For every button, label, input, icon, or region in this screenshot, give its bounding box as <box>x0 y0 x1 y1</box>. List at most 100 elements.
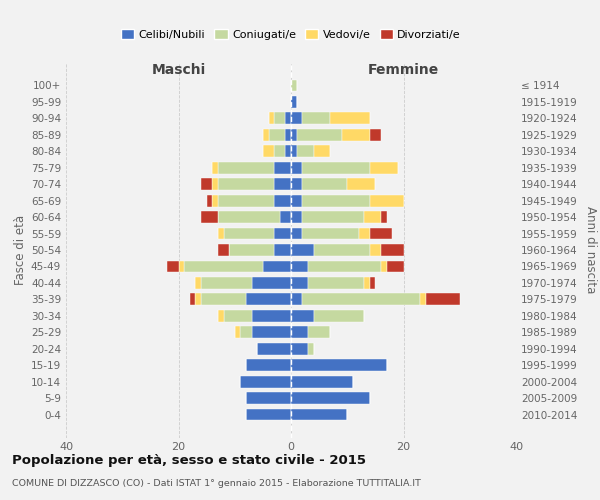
Bar <box>308 277 364 289</box>
Bar <box>286 146 291 157</box>
Bar <box>386 260 404 272</box>
Bar <box>291 211 302 223</box>
Bar <box>251 310 291 322</box>
Bar <box>201 294 246 306</box>
Bar <box>347 178 376 190</box>
Bar <box>370 162 398 173</box>
Bar <box>201 211 218 223</box>
Bar <box>296 129 341 141</box>
Bar <box>291 129 296 141</box>
Bar <box>370 277 376 289</box>
Bar <box>286 129 291 141</box>
Bar <box>274 162 291 173</box>
Bar <box>235 326 241 338</box>
Bar <box>241 326 251 338</box>
Bar <box>263 129 269 141</box>
Bar <box>331 112 370 124</box>
Bar <box>223 228 274 239</box>
Bar <box>302 211 364 223</box>
Bar <box>291 112 302 124</box>
Bar <box>201 277 251 289</box>
Bar <box>218 310 223 322</box>
Bar <box>246 359 291 371</box>
Bar <box>291 244 314 256</box>
Bar <box>218 194 274 206</box>
Bar <box>184 260 263 272</box>
Bar <box>291 376 353 388</box>
Bar <box>212 178 218 190</box>
Bar <box>291 310 314 322</box>
Bar <box>291 96 296 108</box>
Bar <box>291 326 308 338</box>
Bar <box>218 228 223 239</box>
Bar <box>269 129 286 141</box>
Bar <box>291 343 308 354</box>
Bar <box>314 146 331 157</box>
Text: Maschi: Maschi <box>151 63 206 77</box>
Bar <box>196 294 201 306</box>
Text: Popolazione per età, sesso e stato civile - 2015: Popolazione per età, sesso e stato civil… <box>12 454 366 467</box>
Bar <box>274 228 291 239</box>
Bar <box>302 112 331 124</box>
Bar <box>381 211 386 223</box>
Bar <box>212 194 218 206</box>
Y-axis label: Anni di nascita: Anni di nascita <box>584 206 597 294</box>
Bar <box>241 376 291 388</box>
Bar <box>190 294 196 306</box>
Bar <box>364 211 381 223</box>
Bar <box>370 228 392 239</box>
Bar <box>246 294 291 306</box>
Bar <box>302 162 370 173</box>
Bar <box>359 228 370 239</box>
Bar <box>370 194 404 206</box>
Bar <box>370 244 381 256</box>
Bar <box>274 244 291 256</box>
Bar <box>308 343 314 354</box>
Bar <box>341 129 370 141</box>
Bar <box>308 326 331 338</box>
Bar <box>167 260 179 272</box>
Bar <box>291 162 302 173</box>
Bar <box>218 162 274 173</box>
Bar <box>421 294 426 306</box>
Bar <box>291 194 302 206</box>
Bar <box>274 178 291 190</box>
Bar <box>302 178 347 190</box>
Bar <box>426 294 460 306</box>
Bar <box>308 260 381 272</box>
Bar <box>218 211 280 223</box>
Bar <box>291 178 302 190</box>
Legend: Celibi/Nubili, Coniugati/e, Vedovi/e, Divorziati/e: Celibi/Nubili, Coniugati/e, Vedovi/e, Di… <box>116 25 466 44</box>
Bar <box>251 277 291 289</box>
Bar <box>370 129 381 141</box>
Bar <box>302 294 421 306</box>
Bar <box>381 244 404 256</box>
Bar <box>291 359 386 371</box>
Bar <box>201 178 212 190</box>
Bar <box>229 244 274 256</box>
Bar <box>291 228 302 239</box>
Bar <box>291 277 308 289</box>
Bar <box>381 260 386 272</box>
Bar <box>364 277 370 289</box>
Bar <box>314 244 370 256</box>
Bar <box>291 80 296 92</box>
Bar <box>291 260 308 272</box>
Bar <box>246 392 291 404</box>
Bar <box>212 162 218 173</box>
Bar <box>291 408 347 420</box>
Bar <box>302 228 359 239</box>
Bar <box>257 343 291 354</box>
Bar <box>291 294 302 306</box>
Bar <box>286 112 291 124</box>
Bar <box>314 310 364 322</box>
Bar <box>263 146 274 157</box>
Bar <box>263 260 291 272</box>
Bar <box>280 211 291 223</box>
Bar <box>218 178 274 190</box>
Bar <box>251 326 291 338</box>
Bar <box>223 310 251 322</box>
Bar <box>291 146 296 157</box>
Bar <box>206 194 212 206</box>
Bar <box>302 194 370 206</box>
